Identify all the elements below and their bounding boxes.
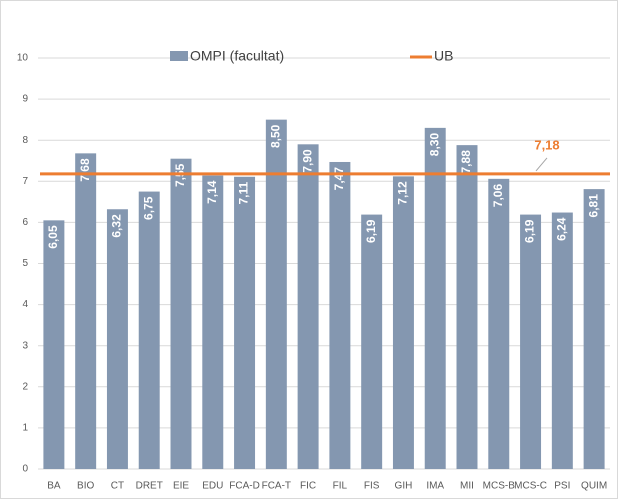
x-tick-label: BA bbox=[47, 481, 61, 492]
value-label: 7,47 bbox=[332, 167, 346, 191]
y-tick-label: 3 bbox=[22, 340, 28, 351]
y-tick-label: 5 bbox=[22, 258, 28, 269]
y-tick-label: 8 bbox=[22, 135, 28, 146]
bar bbox=[329, 161, 351, 469]
bar bbox=[234, 176, 256, 470]
x-tick-label: EDU bbox=[202, 481, 223, 492]
x-tick-label: GIH bbox=[395, 481, 413, 492]
value-label: 7,06 bbox=[491, 184, 505, 208]
legend-label: OMPI (facultat) bbox=[190, 48, 284, 64]
bar bbox=[551, 212, 573, 469]
bar bbox=[488, 178, 510, 470]
value-label: 6,81 bbox=[586, 194, 600, 218]
legend-swatch bbox=[170, 51, 188, 61]
x-tick-label: FIC bbox=[300, 481, 316, 492]
value-label: 7,68 bbox=[78, 158, 92, 182]
bar bbox=[265, 119, 287, 470]
value-label: 6,75 bbox=[141, 196, 155, 220]
bar bbox=[170, 158, 192, 469]
y-tick-label: 2 bbox=[22, 381, 28, 392]
y-tick-label: 4 bbox=[22, 299, 28, 310]
y-tick-label: 10 bbox=[17, 53, 29, 64]
reference-label: 7,18 bbox=[534, 137, 559, 152]
legend-label: UB bbox=[434, 48, 453, 64]
bar bbox=[520, 214, 542, 469]
bar bbox=[75, 153, 97, 470]
bar bbox=[106, 209, 128, 470]
value-label: 6,19 bbox=[364, 219, 378, 243]
bar bbox=[138, 191, 160, 469]
value-label: 7,88 bbox=[459, 150, 473, 174]
bar bbox=[583, 189, 605, 469]
x-tick-label: MII bbox=[460, 481, 474, 492]
x-tick-label: FIS bbox=[364, 481, 380, 492]
x-tick-label: CT bbox=[111, 481, 124, 492]
value-label: 8,30 bbox=[427, 133, 441, 157]
annotation-leader bbox=[535, 157, 548, 172]
bar bbox=[361, 214, 383, 469]
x-tick-label: FCA-T bbox=[262, 481, 291, 492]
value-label: 6,19 bbox=[523, 219, 537, 243]
bar bbox=[43, 220, 65, 469]
y-tick-label: 1 bbox=[22, 423, 28, 434]
y-tick-label: 9 bbox=[22, 94, 28, 105]
value-label: 7,11 bbox=[237, 181, 251, 204]
value-label: 6,05 bbox=[46, 225, 60, 249]
x-tick-label: FCA-D bbox=[229, 481, 260, 492]
x-tick-label: DRET bbox=[136, 481, 163, 492]
x-tick-label: QUIM bbox=[581, 481, 607, 492]
value-label: 8,50 bbox=[269, 124, 283, 148]
x-tick-label: MCS-B bbox=[483, 481, 516, 492]
x-tick-label: BIO bbox=[77, 481, 94, 492]
bar bbox=[424, 127, 446, 470]
x-tick-label: PSI bbox=[554, 481, 570, 492]
x-tick-label: EIE bbox=[173, 481, 189, 492]
value-label: 7,90 bbox=[300, 149, 314, 173]
y-tick-label: 7 bbox=[22, 176, 28, 187]
y-tick-label: 6 bbox=[22, 217, 28, 228]
bar bbox=[297, 144, 319, 469]
value-label: 6,32 bbox=[110, 214, 124, 238]
value-label: 7,14 bbox=[205, 180, 219, 204]
bar bbox=[456, 145, 478, 469]
bar bbox=[392, 176, 414, 470]
x-tick-label: IMA bbox=[426, 481, 444, 492]
value-label: 7,12 bbox=[396, 181, 410, 205]
value-label: 6,24 bbox=[555, 217, 569, 241]
x-tick-label: FIL bbox=[333, 481, 348, 492]
x-tick-label: MCS-C bbox=[514, 481, 547, 492]
y-tick-label: 0 bbox=[22, 464, 28, 475]
bar bbox=[202, 175, 224, 469]
